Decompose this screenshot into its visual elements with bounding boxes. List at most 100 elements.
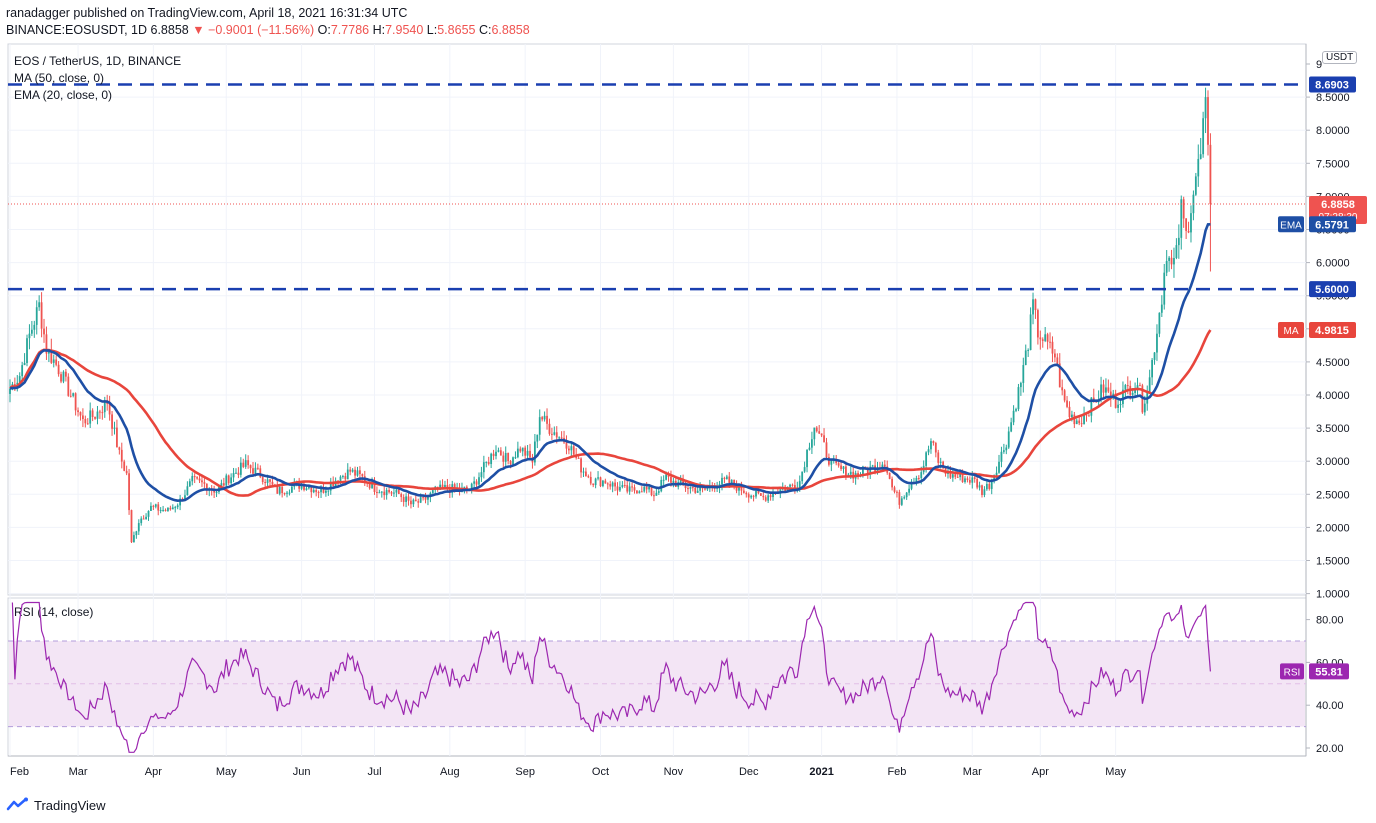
legend-title[interactable]: EOS / TetherUS, 1D, BINANCE — [14, 54, 182, 68]
candle-body — [998, 461, 1000, 473]
candle-body — [342, 476, 344, 478]
candle-body — [990, 479, 993, 489]
candle-body — [137, 523, 140, 532]
candle-body — [820, 433, 823, 436]
candle-body — [339, 476, 342, 483]
candle-body — [220, 483, 223, 487]
legend-ema[interactable]: EMA (20, close, 0) — [14, 88, 113, 102]
candle-body — [252, 468, 254, 474]
time-tick-label: Aug — [440, 766, 460, 778]
candle-body — [587, 476, 590, 478]
candle-body — [1180, 199, 1183, 238]
tradingview-logo: TradingView — [6, 797, 106, 813]
candle-body — [254, 467, 257, 474]
candle-body — [932, 441, 935, 443]
candle-body — [1046, 334, 1049, 342]
publish-info: ranadagger published on TradingView.com,… — [6, 6, 408, 20]
candle-body — [1175, 245, 1178, 258]
candle-body — [1049, 341, 1051, 343]
candle-body — [150, 505, 152, 511]
candle-body — [750, 495, 753, 498]
candle-body — [789, 484, 791, 487]
price-tick-label: 3.0000 — [1316, 456, 1350, 468]
candle-body — [519, 448, 522, 452]
rsi-tick-label: 40.00 — [1316, 700, 1344, 712]
last-price-tag-label: 6.8858 — [1321, 199, 1355, 211]
candle-body — [1151, 359, 1153, 378]
candle-body — [1039, 337, 1042, 340]
candle-body — [1029, 314, 1032, 350]
candle-body — [512, 457, 514, 465]
candle-body — [490, 453, 493, 465]
candle-body — [1088, 415, 1090, 417]
candle-body — [43, 328, 45, 335]
candle-body — [558, 437, 561, 439]
candle-body — [261, 477, 264, 483]
currency-label[interactable]: USDT — [1322, 51, 1358, 64]
candle-body — [735, 485, 738, 491]
candle-body — [568, 448, 570, 451]
candle-body — [38, 302, 41, 308]
candle-body — [684, 484, 687, 489]
candle-body — [640, 491, 643, 493]
candle-body — [628, 486, 631, 492]
candle-body — [397, 489, 400, 495]
rsi-name-label: RSI — [1284, 667, 1301, 678]
candle-body — [672, 480, 675, 483]
candle-body — [1185, 218, 1188, 231]
candle-body — [79, 412, 82, 416]
candle-body — [227, 475, 230, 484]
candle-body — [592, 483, 595, 486]
candle-body — [201, 480, 203, 483]
candle-body — [427, 496, 429, 500]
candle-body — [927, 449, 930, 453]
candle-body — [305, 488, 308, 490]
candle-body — [215, 492, 218, 494]
candle-body — [645, 486, 648, 490]
candle-body — [26, 338, 28, 363]
candle-body — [383, 491, 386, 496]
candle-body — [327, 490, 330, 492]
candle-body — [893, 487, 896, 492]
candle-body — [728, 476, 731, 483]
candle-body — [538, 417, 541, 435]
candle-body — [650, 486, 653, 496]
candle-body — [1012, 410, 1015, 423]
candle-body — [621, 485, 624, 488]
rsi-tick-label: 80.00 — [1316, 615, 1344, 627]
candle-body — [903, 497, 906, 499]
candle-body — [497, 450, 500, 452]
candle-body — [1139, 385, 1141, 387]
candle-body — [857, 472, 859, 475]
candle-body — [222, 483, 225, 486]
candle-body — [361, 474, 364, 477]
candle-body — [1054, 353, 1056, 358]
candle-body — [480, 472, 483, 478]
time-tick-label: May — [216, 766, 237, 778]
candle-body — [623, 485, 626, 487]
candle-body — [283, 493, 286, 495]
ohlc-line: BINANCE:EOSUSDT, 1D 6.8858 ▼ −0.9001 (−1… — [6, 22, 530, 39]
candle-body — [300, 484, 303, 489]
time-tick-label: Feb — [887, 766, 906, 778]
legend-ma[interactable]: MA (50, close, 0) — [14, 71, 105, 85]
candle-body — [1117, 404, 1119, 408]
candle-body — [395, 489, 398, 493]
candle-body — [570, 446, 573, 451]
candle-body — [660, 479, 663, 492]
ma-value-tag — [1309, 322, 1356, 339]
candle-body — [118, 447, 121, 450]
candle-body — [759, 493, 762, 496]
candle-body — [1199, 154, 1202, 159]
candle-body — [665, 474, 667, 480]
candle-body — [541, 417, 544, 420]
candle-body — [937, 452, 940, 463]
candle-body — [704, 488, 706, 490]
candle-body — [162, 509, 164, 511]
candle-body — [1071, 414, 1073, 418]
chart-header: ranadagger published on TradingView.com,… — [6, 5, 530, 39]
close-value: 6.8858 — [491, 23, 530, 37]
candle-body — [21, 365, 24, 377]
candle-body — [772, 492, 774, 498]
